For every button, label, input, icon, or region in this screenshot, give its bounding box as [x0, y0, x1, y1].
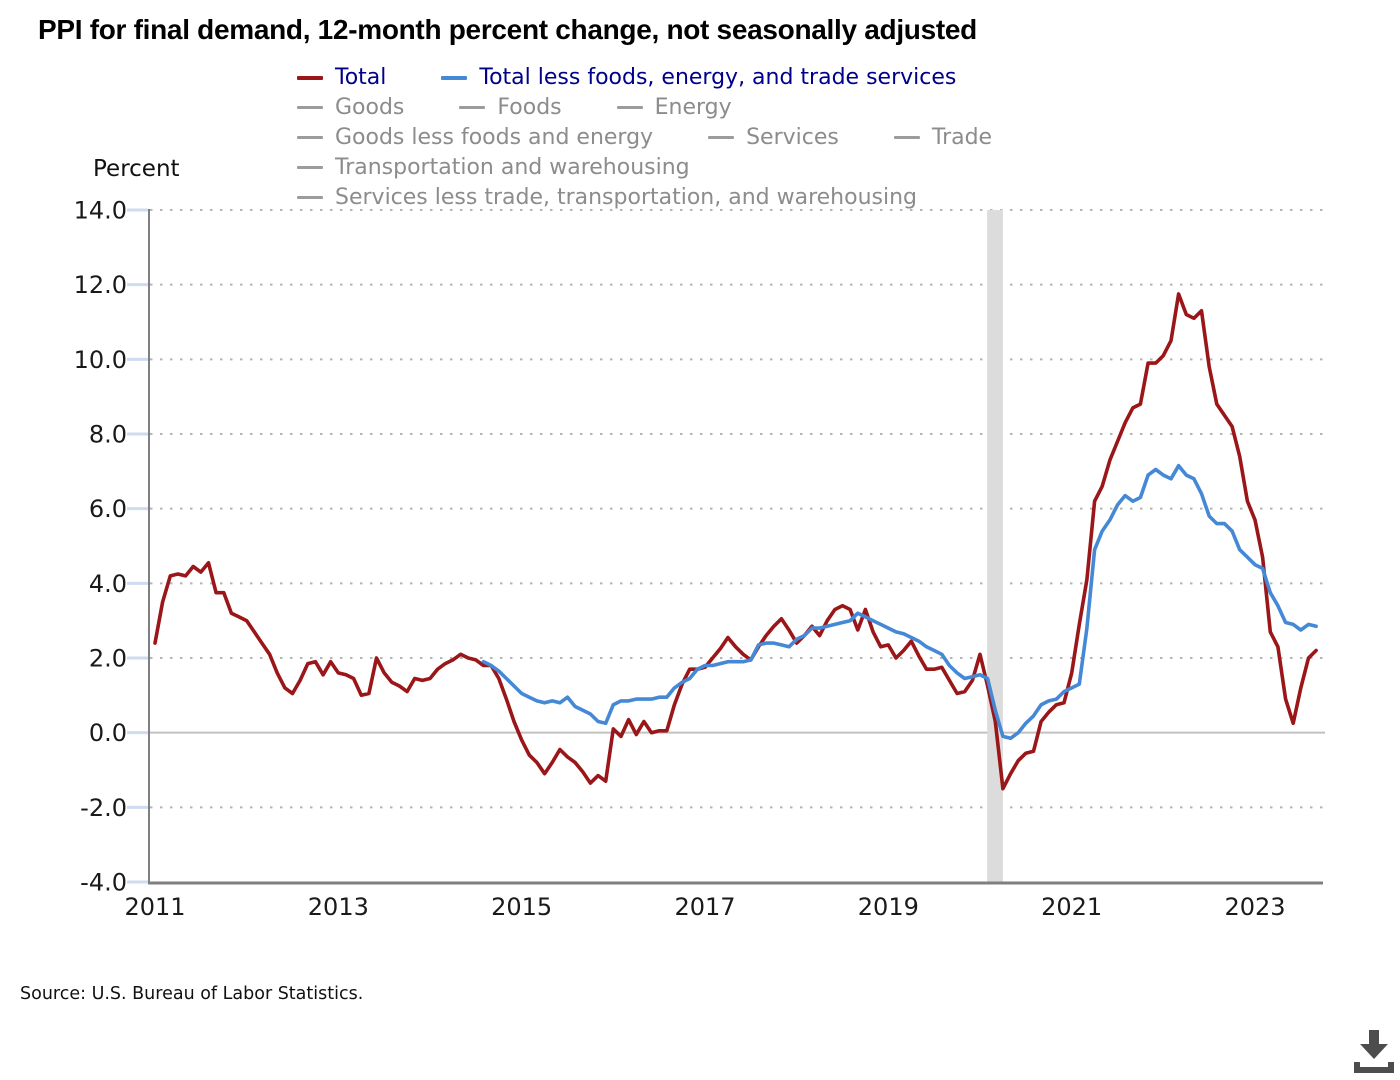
legend-label-services-core: Services less trade, transportation, and…: [335, 185, 918, 210]
y-tick-label: 8.0: [89, 421, 127, 449]
legend-item-goods-less-foods-energy[interactable]: Goods less foods and energy: [297, 123, 653, 152]
y-tick-label: 14.0: [74, 197, 127, 225]
y-tick-label: 2.0: [89, 645, 127, 673]
legend-label-total: Total: [335, 65, 387, 90]
download-icon: [1354, 1030, 1394, 1073]
legend-item-foods[interactable]: Foods: [459, 93, 562, 122]
legend-dash-energy: [616, 106, 643, 109]
y-tick-label: -2.0: [80, 794, 127, 822]
chart-legend: Total Total less foods, energy, and trad…: [297, 63, 1062, 212]
legend-label-trade: Trade: [931, 125, 993, 150]
legend-dash-services-core: [297, 196, 323, 199]
y-tick-label: -4.0: [80, 869, 127, 897]
gridlines-layer: [127, 208, 1325, 884]
y-axis-title: Percent: [93, 156, 180, 182]
page-title: PPI for final demand, 12-month percent c…: [38, 14, 977, 45]
y-tick-label: 6.0: [89, 495, 127, 523]
legend-label-foods: Foods: [497, 95, 562, 120]
x-tick-label: 2017: [674, 893, 735, 921]
y-tick-label: 12.0: [74, 271, 127, 299]
legend-label-core: Total less foods, energy, and trade serv…: [479, 65, 957, 90]
legend-label-transportation: Transportation and warehousing: [335, 155, 690, 180]
x-tick-label: 2019: [858, 893, 919, 921]
y-tick-label: 4.0: [89, 570, 127, 598]
legend-label-services: Services: [746, 125, 839, 150]
legend-label-goods-core: Goods less foods and energy: [335, 125, 654, 150]
x-tick-label: 2013: [308, 893, 369, 921]
legend-item-services-less-trade-transportation[interactable]: Services less trade, transportation, and…: [297, 183, 917, 212]
legend-dash-goods: [297, 106, 323, 109]
legend-item-total-less-foods-energy-trade[interactable]: Total less foods, energy, and trade serv…: [441, 63, 956, 92]
legend-dash-foods: [459, 106, 486, 109]
y-tick-label: 10.0: [74, 346, 127, 374]
x-tick-label: 2021: [1041, 893, 1102, 921]
legend-dash-services: [708, 136, 735, 139]
legend-label-goods: Goods: [335, 95, 405, 120]
y-tick-label: 0.0: [89, 719, 127, 747]
download-button[interactable]: [1348, 1026, 1400, 1074]
x-tick-label: 2011: [124, 893, 185, 921]
legend-label-energy: Energy: [654, 95, 732, 120]
core-series-line[interactable]: [481, 463, 1318, 741]
legend-dash-transportation: [297, 166, 323, 169]
legend-item-total[interactable]: Total: [297, 63, 386, 92]
legend-item-goods[interactable]: Goods: [297, 93, 404, 122]
legend-dash-goods-core: [297, 136, 323, 139]
legend-dash-total: [297, 75, 323, 80]
legend-item-services[interactable]: Services: [708, 123, 839, 152]
total-series-line[interactable]: [153, 292, 1318, 791]
x-tick-label: 2023: [1224, 893, 1285, 921]
series-layer: [153, 292, 1318, 791]
legend-dash-core: [441, 75, 468, 80]
legend-item-transportation-warehousing[interactable]: Transportation and warehousing: [297, 153, 690, 182]
x-tick-label: 2015: [491, 893, 552, 921]
legend-dash-trade: [893, 136, 920, 139]
source-note: Source: U.S. Bureau of Labor Statistics.: [20, 984, 364, 1004]
legend-item-trade[interactable]: Trade: [893, 123, 993, 152]
recession-shading-band: [987, 210, 1003, 882]
legend-item-energy[interactable]: Energy: [616, 93, 732, 122]
